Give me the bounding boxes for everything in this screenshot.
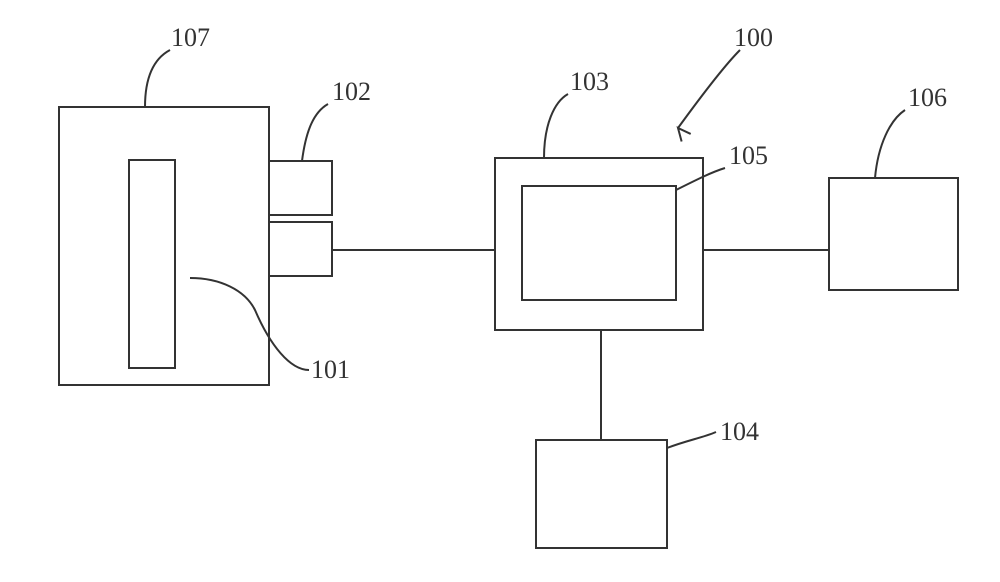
label-l106: 106 [908,83,947,112]
block-b103 [495,158,703,330]
block-b104 [536,440,667,548]
block-b102 [269,161,332,215]
label-l103: 103 [570,67,609,96]
leader-7 [667,432,716,448]
label-l105: 105 [729,141,768,170]
label-l101: 101 [311,355,350,384]
block-b106 [829,178,958,290]
label-l102: 102 [332,77,371,106]
leader-3 [544,94,568,158]
block-b101 [129,160,175,368]
leader-2 [190,278,309,370]
arrowhead-100 [678,128,691,142]
block-b107 [59,107,269,385]
label-l104: 104 [720,417,759,446]
block-b108 [269,222,332,276]
label-l100: 100 [734,23,773,52]
block-b105 [522,186,676,300]
leader-1 [302,104,328,161]
block-diagram: 107 102 101 103 100 105 106 104 [0,0,1000,582]
leader-5 [676,168,725,190]
leader-6 [875,110,905,178]
leader-0 [145,50,170,107]
label-l107: 107 [171,23,210,52]
leader-4 [678,50,740,128]
